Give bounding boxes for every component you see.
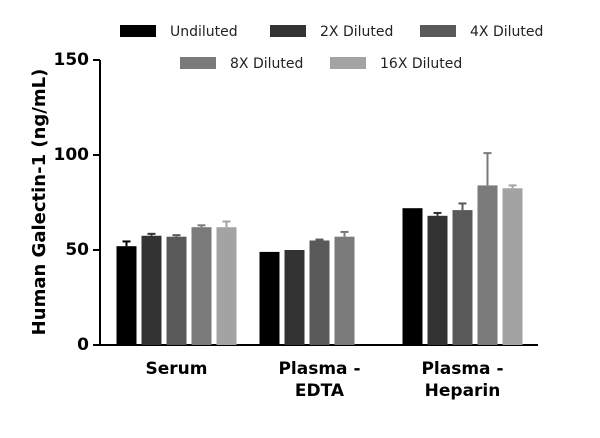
y-tick-label: 150 <box>54 50 90 70</box>
bar <box>452 210 473 345</box>
legend-label: 16X Diluted <box>380 56 462 72</box>
bar <box>141 235 162 345</box>
bar <box>116 246 137 345</box>
bar <box>477 185 498 345</box>
bar <box>309 240 330 345</box>
bar <box>259 251 280 345</box>
error-bar <box>222 220 231 228</box>
legend-swatch <box>420 25 456 37</box>
bar <box>166 236 187 345</box>
error-bar <box>458 202 467 211</box>
error-bar <box>483 152 492 186</box>
legend-swatch <box>270 25 306 37</box>
bar <box>216 227 237 345</box>
legend-label: Undiluted <box>170 24 238 40</box>
legend-label: 4X Diluted <box>470 24 543 40</box>
error-bar <box>315 238 324 241</box>
error-bar <box>122 240 131 247</box>
error-bar <box>508 184 517 189</box>
bar <box>191 227 212 345</box>
legend-swatch <box>330 57 366 69</box>
legend-swatch <box>180 57 216 69</box>
y-tick-label: 100 <box>54 145 90 165</box>
error-bar <box>197 224 206 228</box>
bar <box>284 250 305 345</box>
bar <box>427 215 448 345</box>
y-axis-title: Human Galectin-1 (ng/mL) <box>29 69 50 336</box>
bar <box>334 236 355 345</box>
legend-label: 8X Diluted <box>230 56 303 72</box>
error-bar <box>340 230 349 237</box>
error-bar <box>172 234 181 237</box>
error-bar <box>433 211 442 216</box>
legend-swatch <box>120 25 156 37</box>
x-tick-label: Plasma - Heparin <box>421 359 504 401</box>
error-bar <box>147 232 156 236</box>
y-tick-label: 0 <box>77 335 89 355</box>
bar <box>502 188 523 345</box>
bar <box>402 208 423 345</box>
y-tick-label: 50 <box>65 240 89 260</box>
legend-label: 2X Diluted <box>320 24 393 40</box>
x-tick-label: Plasma - EDTA <box>278 359 361 401</box>
x-tick-label: Serum <box>145 359 208 379</box>
